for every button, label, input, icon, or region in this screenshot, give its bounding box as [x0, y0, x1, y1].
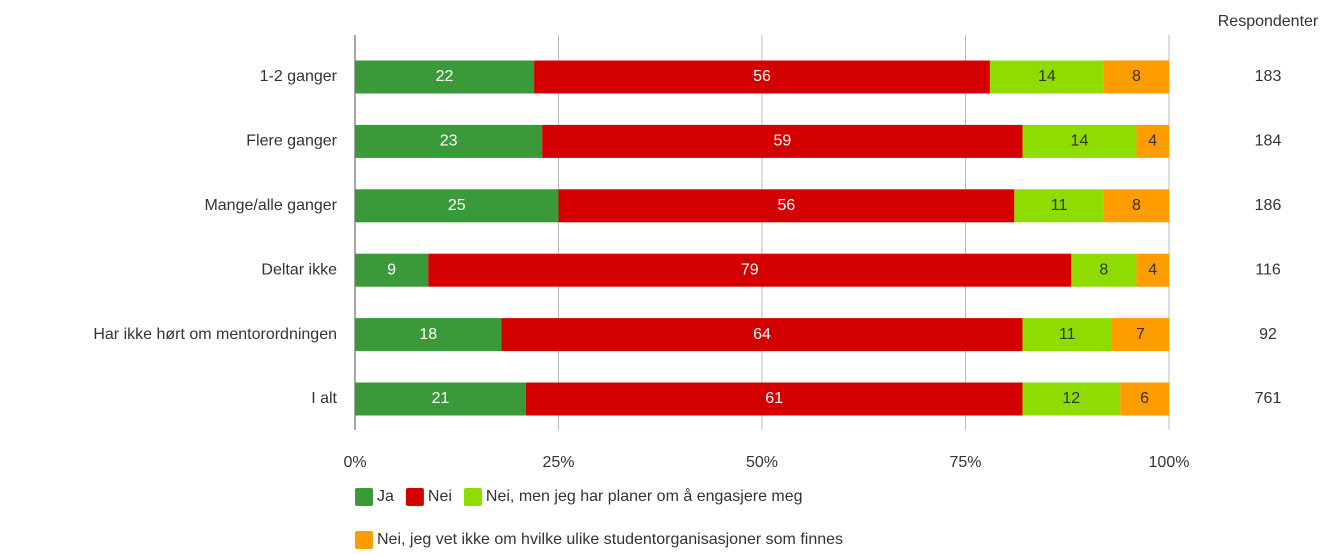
bar-segment [1120, 382, 1169, 416]
bar-segment [989, 60, 1104, 94]
data-label: 79 [741, 261, 759, 278]
legend-swatch [355, 531, 373, 549]
data-label: 7 [1136, 326, 1145, 343]
data-label: 25 [448, 197, 466, 214]
data-label: 56 [753, 68, 771, 85]
legend-label: Ja [377, 488, 394, 505]
respondents-value: 92 [1259, 326, 1277, 343]
x-tick-label: 75% [949, 454, 981, 471]
y-tick-label: Har ikke hørt om mentorordningen [93, 326, 337, 343]
data-label: 56 [778, 197, 796, 214]
bar-segment [1022, 382, 1121, 416]
data-label: 6 [1140, 390, 1149, 407]
data-label: 23 [440, 133, 458, 150]
respondents-value: 183 [1255, 68, 1282, 85]
bar-segment [558, 189, 1015, 223]
data-label: 8 [1132, 68, 1141, 85]
bar-segment [1136, 253, 1169, 287]
data-label: 4 [1148, 261, 1157, 278]
respondents-value: 186 [1255, 197, 1282, 214]
bar-segment [1014, 189, 1104, 223]
bar-segment [1071, 253, 1137, 287]
bar-segment [355, 60, 535, 94]
data-label: 64 [753, 326, 771, 343]
data-label: 8 [1099, 261, 1108, 278]
data-label: 59 [773, 133, 791, 150]
respondents-title: Respondenter [1218, 13, 1319, 30]
bar-segment [355, 253, 429, 287]
data-label: 12 [1062, 390, 1080, 407]
bar-segment [534, 60, 990, 94]
data-label: 11 [1059, 326, 1076, 343]
data-label: 8 [1132, 197, 1141, 214]
bar-segment [428, 253, 1072, 287]
bar-segment [1136, 124, 1169, 158]
data-label: 22 [436, 68, 454, 85]
y-tick-label: Deltar ikke [261, 261, 337, 278]
bar-segment [501, 318, 1023, 352]
bar-segment [1112, 318, 1169, 352]
bar-segment [355, 318, 502, 352]
bar-segment [1103, 189, 1169, 223]
y-tick-label: Mange/alle ganger [204, 197, 337, 214]
bar-segment [1103, 60, 1169, 94]
respondents-value: 761 [1255, 390, 1282, 407]
bar-segment [355, 189, 559, 223]
legend-swatch [405, 488, 424, 506]
data-label: 18 [419, 326, 437, 343]
x-tick-label: 50% [746, 454, 778, 471]
legend-swatch [463, 488, 482, 506]
y-tick-label: Flere ganger [246, 133, 337, 150]
data-label: 14 [1071, 133, 1089, 150]
respondents-value: 116 [1255, 261, 1281, 278]
legend-label: Nei [428, 488, 452, 505]
x-tick-label: 25% [542, 454, 574, 471]
bar-segment [1022, 124, 1137, 158]
x-tick-label: 100% [1149, 454, 1190, 471]
y-tick-label: I alt [311, 390, 337, 407]
data-label: 4 [1148, 133, 1157, 150]
legend-swatch [355, 488, 373, 506]
data-label: 14 [1038, 68, 1056, 85]
y-tick-label: 1-2 ganger [260, 68, 338, 85]
respondents-value: 184 [1255, 133, 1282, 150]
x-tick-label: 0% [343, 454, 366, 471]
data-label: 9 [387, 261, 396, 278]
legend-label: Nei, men jeg har planer om å engasjere m… [486, 487, 803, 505]
bar-segment [355, 382, 526, 416]
legend-label: Nei, jeg vet ikke om hvilke ulike studen… [377, 531, 843, 548]
data-label: 21 [432, 390, 450, 407]
bar-segment [355, 124, 543, 158]
data-label: 11 [1051, 197, 1068, 214]
bar-segment [1022, 318, 1113, 352]
data-label: 61 [765, 390, 783, 407]
bar-segment [525, 382, 1023, 416]
bar-segment [542, 124, 1023, 158]
